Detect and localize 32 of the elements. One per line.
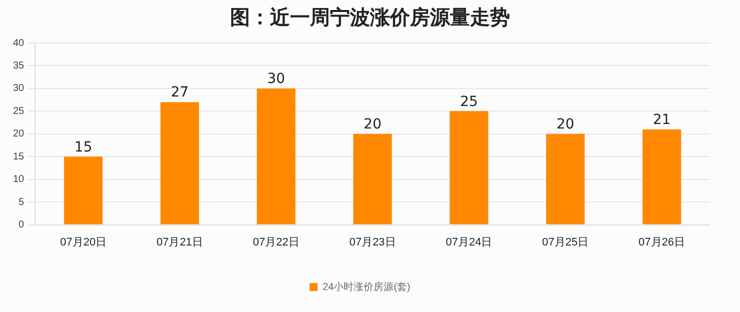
bar — [160, 102, 200, 224]
chart-title: 图：近一周宁波涨价房源量走势 — [229, 4, 511, 31]
bar — [546, 134, 585, 224]
x-tick-label: 07月21日 — [156, 236, 203, 248]
data-label: 15 — [74, 139, 92, 156]
x-tick-label: 07月26日 — [638, 236, 686, 248]
x-tick-label: 07月24日 — [446, 236, 492, 248]
x-tick-label: 07月25日 — [542, 236, 589, 248]
bar — [256, 88, 296, 224]
y-tick-label: 30 — [13, 83, 25, 94]
legend-label: 24小时涨价房源(套) — [322, 280, 410, 293]
bar — [450, 111, 488, 224]
y-tick-label: 25 — [13, 106, 25, 117]
data-label: 25 — [460, 94, 478, 110]
y-tick-label: 35 — [13, 60, 25, 72]
data-label: 20 — [556, 116, 574, 133]
data-label: 21 — [652, 112, 671, 128]
data-label: 20 — [364, 116, 382, 133]
data-label: 30 — [267, 71, 286, 88]
x-tick-label: 07月20日 — [60, 236, 107, 248]
bar — [64, 156, 103, 224]
y-tick-label: 10 — [13, 174, 25, 186]
y-tick-label: 40 — [13, 38, 25, 49]
y-tick-label: 5 — [18, 196, 25, 208]
bar — [642, 129, 682, 224]
y-tick-label: 0 — [18, 220, 25, 231]
y-tick-label: 15 — [13, 151, 25, 162]
bar — [353, 134, 392, 224]
data-label: 27 — [170, 84, 189, 101]
x-tick-label: 07月22日 — [252, 236, 300, 248]
x-tick-label: 07月23日 — [349, 236, 396, 248]
y-tick-label: 20 — [13, 128, 25, 140]
